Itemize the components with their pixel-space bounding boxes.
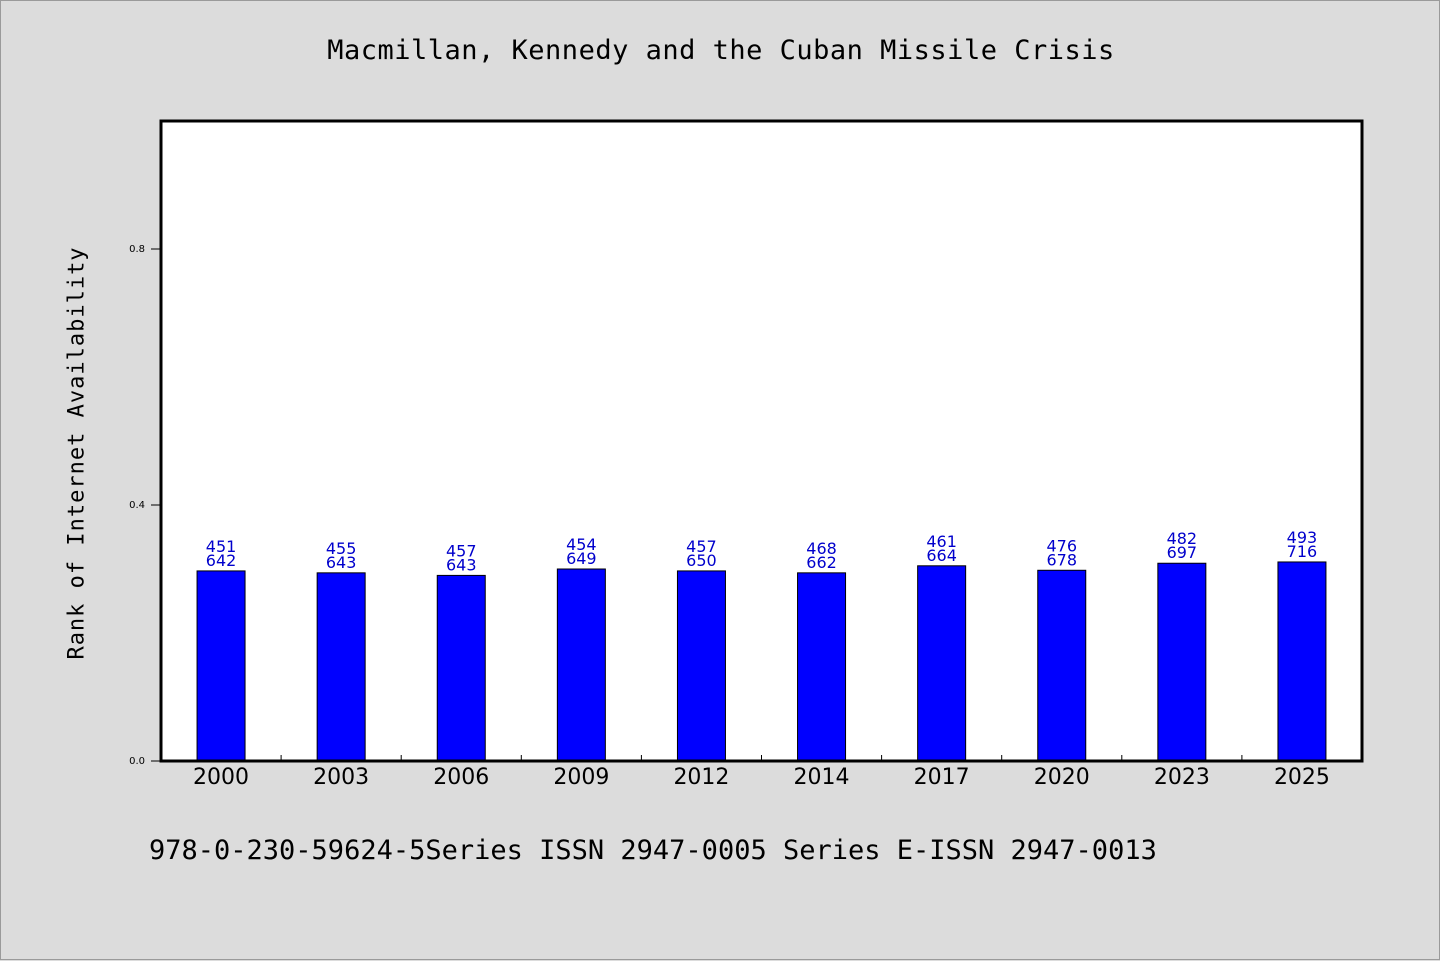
x-tick-label: 2023 (1154, 765, 1210, 790)
bar-value-label: 482 (1167, 529, 1198, 548)
x-tick-label: 2006 (433, 765, 489, 790)
bar-value-label: 649 (566, 549, 597, 568)
x-tick-label: 2012 (673, 765, 729, 790)
x-tick-label: 2003 (313, 765, 369, 790)
footer-note: 978-0-230-59624-5Series ISSN 2947-0005 S… (149, 835, 1157, 866)
bar-value-label: 642 (206, 551, 237, 570)
bar-value-label: 643 (446, 555, 477, 574)
bar-value-label: 678 (1046, 550, 1077, 569)
bar (436, 574, 486, 762)
bar-value-label: 493 (1287, 528, 1318, 547)
y-tick-label: 0.4 (129, 500, 145, 511)
bar-value-label: 662 (806, 553, 837, 572)
bar (196, 570, 246, 762)
bar-value-label: 697 (1167, 543, 1198, 562)
bar (1037, 569, 1087, 762)
y-tick-label: 0.0 (129, 756, 145, 767)
x-tick-label: 2000 (193, 765, 249, 790)
bar-value-label: 476 (1046, 536, 1077, 555)
chart-title: Macmillan, Kennedy and the Cuban Missile… (327, 35, 1115, 66)
bar-value-label: 451 (206, 537, 237, 556)
bar-value-label: 457 (446, 541, 477, 560)
bar (1157, 562, 1207, 762)
x-tick-label: 2025 (1274, 765, 1330, 790)
bar (676, 570, 726, 762)
bar-value-label: 716 (1287, 542, 1318, 561)
x-tick-label: 2017 (914, 765, 970, 790)
bar-value-label: 664 (926, 546, 957, 565)
bar-value-label: 455 (326, 539, 357, 558)
bar-value-label: 643 (326, 553, 357, 572)
plot-frame (159, 119, 1364, 763)
x-tick-label: 2020 (1034, 765, 1090, 790)
bar (917, 565, 967, 762)
bar (797, 572, 847, 762)
bar (556, 568, 606, 762)
bar (316, 572, 366, 762)
x-tick-label: 2009 (553, 765, 609, 790)
bar-value-label: 650 (686, 551, 717, 570)
bar (1277, 561, 1327, 762)
bar-value-label: 468 (806, 539, 837, 558)
x-tick-label: 2014 (794, 765, 850, 790)
bar-value-label: 461 (926, 532, 957, 551)
bar-value-label: 457 (686, 537, 717, 556)
bar-value-label: 454 (566, 535, 597, 554)
y-tick-label: 0.8 (129, 244, 145, 255)
